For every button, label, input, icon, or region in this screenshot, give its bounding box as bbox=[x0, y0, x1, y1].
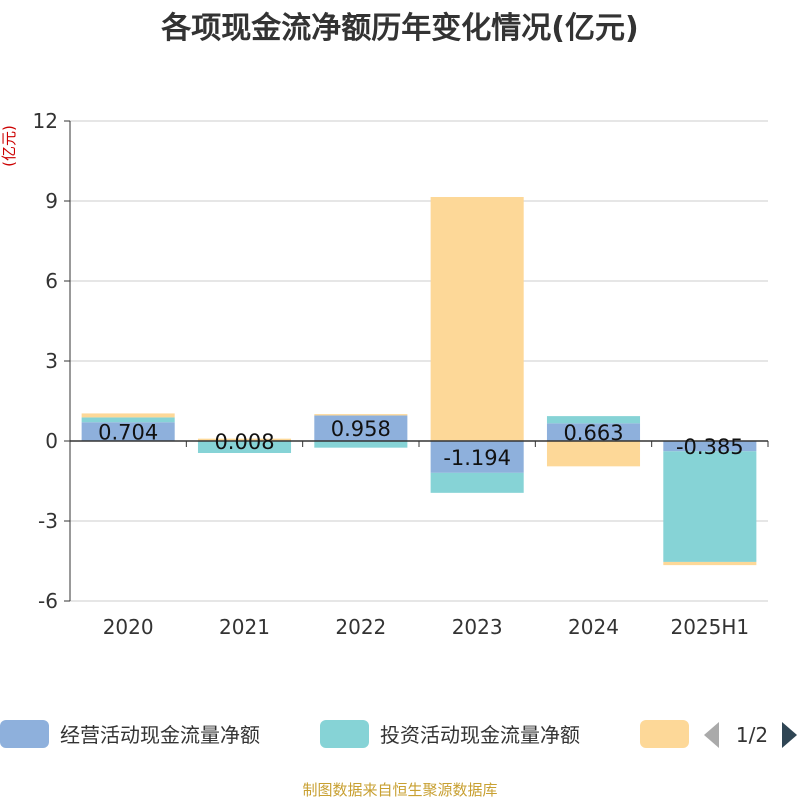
bar-segment-series-3 bbox=[314, 414, 408, 416]
data-source-note: 制图数据来自恒生聚源数据库 bbox=[302, 781, 497, 799]
bar-segment-series-2 bbox=[314, 441, 408, 448]
bar-segment-series-1 bbox=[81, 422, 175, 441]
data-label: 0.008 bbox=[214, 430, 274, 454]
x-tick-label: 2024 bbox=[568, 615, 619, 639]
bar-segment-series-3 bbox=[430, 197, 524, 441]
y-tick-label: -3 bbox=[38, 509, 58, 533]
legend-item-series-3[interactable] bbox=[640, 720, 689, 748]
bar-segment-series-1 bbox=[663, 441, 757, 452]
data-label: 0.663 bbox=[563, 421, 623, 445]
legend-swatch bbox=[320, 720, 369, 748]
y-tick-label: 9 bbox=[45, 189, 58, 213]
bar-segment-series-2 bbox=[546, 416, 641, 424]
bar-segment-series-2 bbox=[663, 451, 757, 562]
gridlines bbox=[64, 120, 768, 602]
y-tick-label: 12 bbox=[33, 109, 58, 133]
x-tick-label: 2020 bbox=[103, 615, 154, 639]
bar-segment-series-3 bbox=[663, 561, 757, 566]
data-labels: 0.704 0.008 0.958 -1.194 0.663 -0.385 bbox=[98, 417, 744, 470]
x-tick-label: 2023 bbox=[452, 615, 503, 639]
legend: 经营活动现金流量净额 投资活动现金流量净额 bbox=[0, 720, 689, 748]
bar-segment-series-1 bbox=[314, 415, 408, 441]
x-tick-label: 2021 bbox=[219, 615, 270, 639]
bars bbox=[81, 197, 757, 566]
bar-segment-series-1 bbox=[546, 423, 641, 441]
y-tick-label: -6 bbox=[38, 589, 58, 613]
bar-segment-series-3 bbox=[546, 441, 641, 467]
y-tick-label: 0 bbox=[45, 429, 58, 453]
legend-swatch bbox=[640, 720, 689, 748]
bar-segment-series-3 bbox=[197, 438, 292, 441]
bar-segment-series-1 bbox=[430, 441, 524, 473]
axes bbox=[69, 121, 769, 601]
legend-swatch bbox=[0, 720, 49, 748]
y-tick-label: 6 bbox=[45, 269, 58, 293]
legend-page-indicator: 1/2 bbox=[736, 723, 768, 747]
y-axis-unit: (亿元) bbox=[0, 125, 18, 167]
x-tick-label: 2025H1 bbox=[670, 615, 749, 639]
x-tick-label: 2022 bbox=[335, 615, 386, 639]
chart-title: 各项现金流净额历年变化情况(亿元) bbox=[160, 11, 638, 46]
tick-labels: 12 9 6 3 0 -3 -6 2020 2021 2022 2023 2024 2025H1 bbox=[33, 109, 750, 639]
data-label: -1.194 bbox=[443, 446, 511, 470]
legend-item-series-2[interactable]: 投资活动现金流量净额 bbox=[320, 720, 580, 748]
legend-label: 经营活动现金流量净额 bbox=[60, 723, 260, 747]
data-label: 0.958 bbox=[331, 417, 391, 441]
data-label: 0.704 bbox=[98, 421, 158, 445]
data-label: -0.385 bbox=[676, 435, 744, 459]
legend-prev-page-icon[interactable] bbox=[704, 722, 719, 748]
bar-segment-series-2 bbox=[81, 417, 175, 423]
bar-segment-series-2 bbox=[197, 441, 292, 453]
legend-label: 投资活动现金流量净额 bbox=[380, 723, 580, 747]
legend-next-page-icon[interactable] bbox=[782, 722, 797, 748]
bar-segment-series-2 bbox=[430, 472, 524, 493]
bar-segment-series-3 bbox=[81, 413, 175, 418]
y-tick-label: 3 bbox=[45, 349, 58, 373]
legend-item-series-1[interactable]: 经营活动现金流量净额 bbox=[0, 720, 260, 748]
